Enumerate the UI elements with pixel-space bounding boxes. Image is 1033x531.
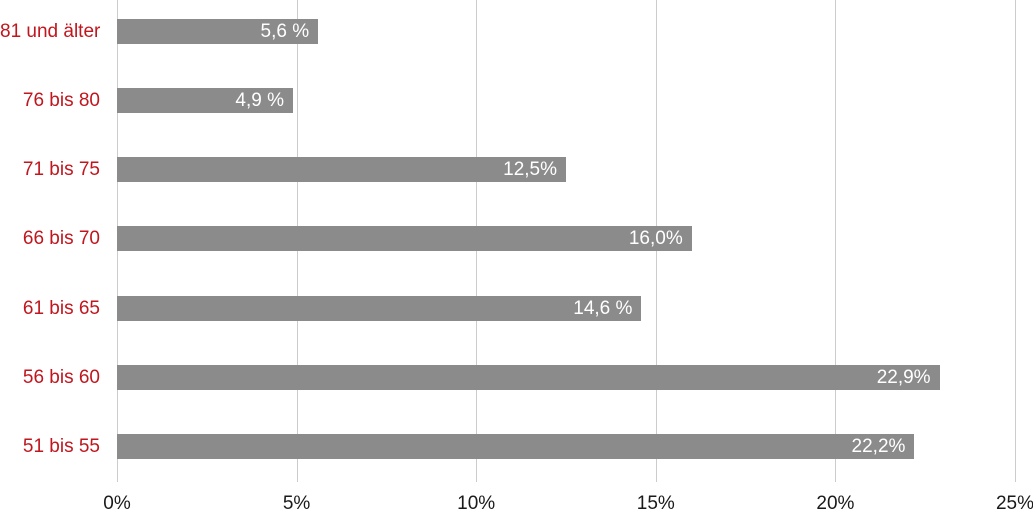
bar-value-label: 22,2% <box>851 436 906 458</box>
category-label: 81 und älter <box>0 20 101 42</box>
bar: 16,0% <box>117 226 692 252</box>
category-label: 61 bis 65 <box>22 297 100 319</box>
x-axis-tick-label: 5% <box>282 493 311 514</box>
bar-value-label: 14,6 % <box>573 297 633 319</box>
bar: 5,6 % <box>117 18 319 44</box>
gridline-20pct <box>835 0 837 482</box>
bar-value-label: 12,5% <box>503 159 557 181</box>
category-label: 76 bis 80 <box>22 89 100 111</box>
bar-value-label: 5,6 % <box>260 20 310 42</box>
bar: 4,9 % <box>117 87 293 113</box>
bar: 22,9% <box>117 365 940 390</box>
bar-value-label: 16,0% <box>628 228 683 250</box>
bar: 14,6 % <box>117 295 642 321</box>
x-axis-tick-label: 10% <box>457 493 496 514</box>
plot-area: 5,6 % 4,9 % 12,5% 16,0% 14,6 % 22,9% 22,2% <box>117 0 1016 482</box>
x-axis-tick-label: 25% <box>995 493 1033 514</box>
category-label: 71 bis 75 <box>22 159 100 181</box>
bar: 22,2% <box>117 434 915 460</box>
x-axis-tick-label: 20% <box>816 493 855 514</box>
category-label: 51 bis 55 <box>22 436 100 458</box>
category-label: 56 bis 60 <box>22 367 100 388</box>
category-label: 66 bis 70 <box>22 228 100 250</box>
bar-value-label: 22,9% <box>876 367 931 388</box>
gridline-25pct <box>1015 0 1016 482</box>
bar-value-label: 4,9 % <box>235 89 284 111</box>
bar: 12,5% <box>117 157 566 183</box>
x-axis-tick-label: 15% <box>636 493 675 514</box>
x-axis-tick-label: 0% <box>103 493 131 514</box>
